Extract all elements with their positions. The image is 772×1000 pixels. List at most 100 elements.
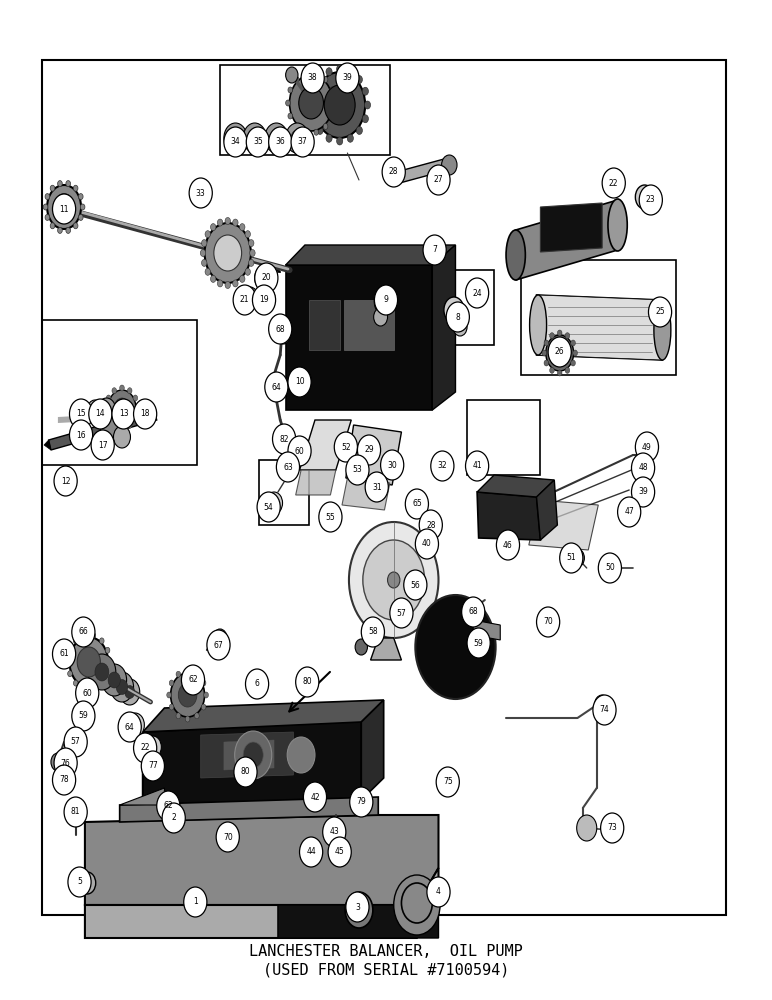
Circle shape [301, 63, 324, 93]
Circle shape [211, 275, 216, 282]
Text: 67: 67 [214, 641, 223, 650]
Circle shape [436, 767, 459, 797]
Circle shape [112, 422, 117, 428]
Text: 5: 5 [77, 878, 82, 886]
Circle shape [58, 227, 63, 233]
Circle shape [311, 115, 317, 123]
Circle shape [252, 285, 276, 315]
Circle shape [362, 87, 368, 95]
Circle shape [82, 685, 86, 691]
Polygon shape [296, 470, 336, 495]
Text: 53: 53 [353, 466, 362, 475]
Circle shape [276, 452, 300, 482]
Circle shape [273, 424, 296, 454]
Circle shape [201, 240, 207, 247]
Circle shape [557, 330, 562, 336]
Circle shape [330, 87, 334, 93]
Circle shape [73, 223, 78, 229]
Text: 39: 39 [343, 74, 352, 83]
Polygon shape [309, 300, 340, 350]
Circle shape [201, 680, 206, 686]
Circle shape [602, 168, 625, 198]
Ellipse shape [506, 230, 525, 280]
Circle shape [219, 831, 233, 849]
Polygon shape [44, 440, 51, 450]
Circle shape [374, 289, 394, 315]
Text: 76: 76 [61, 758, 70, 768]
Circle shape [276, 429, 293, 451]
Circle shape [66, 227, 70, 233]
Circle shape [332, 100, 337, 106]
Circle shape [336, 63, 359, 93]
Circle shape [205, 268, 211, 275]
Circle shape [466, 451, 489, 481]
Circle shape [314, 129, 319, 135]
Text: 80: 80 [241, 768, 250, 776]
Polygon shape [342, 478, 390, 510]
Circle shape [431, 451, 454, 481]
Text: 34: 34 [231, 137, 240, 146]
Circle shape [269, 127, 292, 157]
Circle shape [326, 134, 332, 142]
Circle shape [73, 638, 78, 644]
Circle shape [108, 390, 136, 426]
Circle shape [427, 877, 450, 907]
Circle shape [365, 472, 388, 502]
Text: 17: 17 [98, 440, 107, 450]
Circle shape [91, 430, 114, 460]
Circle shape [116, 680, 128, 694]
Circle shape [361, 617, 384, 647]
Circle shape [47, 185, 81, 229]
Polygon shape [361, 700, 384, 800]
Text: 70: 70 [223, 832, 232, 842]
Text: 70: 70 [543, 617, 553, 626]
Circle shape [286, 123, 309, 153]
Circle shape [550, 333, 554, 339]
Circle shape [249, 130, 261, 146]
Text: 68: 68 [469, 607, 478, 616]
Polygon shape [537, 295, 662, 360]
Circle shape [76, 678, 99, 708]
Circle shape [631, 477, 655, 507]
Circle shape [319, 502, 342, 532]
Text: 21: 21 [240, 296, 249, 304]
Circle shape [303, 782, 327, 812]
Circle shape [91, 633, 96, 639]
Circle shape [218, 219, 223, 226]
Circle shape [108, 672, 120, 688]
Circle shape [77, 647, 100, 677]
Circle shape [133, 415, 137, 421]
Circle shape [135, 405, 140, 411]
Circle shape [571, 549, 584, 567]
Polygon shape [300, 420, 351, 470]
Text: 39: 39 [638, 488, 648, 496]
Circle shape [544, 360, 549, 366]
Circle shape [560, 543, 583, 573]
Text: 57: 57 [71, 738, 80, 746]
Text: 68: 68 [276, 324, 285, 334]
Circle shape [571, 340, 575, 346]
Circle shape [577, 815, 597, 841]
Circle shape [328, 837, 351, 867]
Text: 22: 22 [141, 744, 150, 752]
Text: 62: 62 [164, 802, 173, 810]
Text: 1: 1 [193, 898, 198, 906]
Text: 4: 4 [436, 888, 441, 896]
Circle shape [442, 155, 457, 175]
Text: 9: 9 [384, 296, 388, 304]
Circle shape [211, 224, 216, 231]
Circle shape [100, 680, 104, 686]
Circle shape [288, 87, 293, 93]
Circle shape [157, 791, 180, 821]
Circle shape [52, 639, 76, 669]
Text: 73: 73 [608, 824, 617, 832]
Text: 47: 47 [625, 508, 634, 516]
Circle shape [345, 892, 373, 928]
Circle shape [349, 522, 438, 638]
Text: 38: 38 [308, 74, 317, 83]
Circle shape [201, 259, 207, 266]
Circle shape [68, 647, 73, 653]
Circle shape [542, 350, 547, 356]
Text: 8: 8 [455, 312, 460, 322]
Circle shape [427, 165, 450, 195]
